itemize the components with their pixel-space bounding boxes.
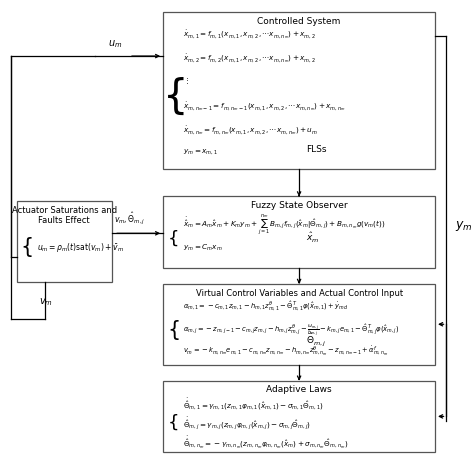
Text: Adaptive Laws: Adaptive Laws	[266, 385, 332, 394]
Text: $\dot{\hat{\Theta}}_{m,1}=\gamma_{m,1}(z_{m,1}\varphi_{m,1}(\hat{x}_{m,1})-\sigm: $\dot{\hat{\Theta}}_{m,1}=\gamma_{m,1}(z…	[183, 397, 324, 412]
Text: $\{$: $\{$	[162, 76, 184, 117]
FancyBboxPatch shape	[163, 381, 435, 452]
Text: $v_m,\hat{\Theta}_{m,j}$: $v_m,\hat{\Theta}_{m,j}$	[114, 211, 146, 227]
Text: $y_m=x_{m,1}$: $y_m=x_{m,1}$	[183, 147, 219, 157]
Text: $\vdots$: $\vdots$	[183, 76, 190, 86]
Text: Actuator Saturations and
Faults Effect: Actuator Saturations and Faults Effect	[12, 206, 117, 225]
Text: $y_m=C_m x_m$: $y_m=C_m x_m$	[183, 243, 223, 253]
Text: $\alpha_{m,1}=-c_{m,1}z_{m,1}-h_{m,1}z_{m,1}^{\theta}-\hat{\Theta}_{m,1}^T\varph: $\alpha_{m,1}=-c_{m,1}z_{m,1}-h_{m,1}z_{…	[183, 300, 349, 313]
Text: $\dot{\hat{\Theta}}_{m,n_m}=-\gamma_{m,n_m}(z_{m,n_m}\varphi_{m,n_m}(\hat{x}_m)+: $\dot{\hat{\Theta}}_{m,n_m}=-\gamma_{m,n…	[183, 434, 349, 450]
Text: $\{$: $\{$	[20, 235, 33, 259]
Text: $\{$: $\{$	[167, 413, 179, 432]
Text: $\dot{\hat{\Theta}}_{m,j}=\gamma_{m,j}(z_{m,j}\varphi_{m,j}(\hat{x}_{m,j})-\sigm: $\dot{\hat{\Theta}}_{m,j}=\gamma_{m,j}(z…	[183, 416, 311, 432]
Text: $v_m$: $v_m$	[39, 297, 53, 308]
Text: FLSs: FLSs	[306, 145, 327, 154]
Text: $\hat{\Theta}_{m,j}$: $\hat{\Theta}_{m,j}$	[306, 331, 326, 347]
Text: $\hat{x}_m$: $\hat{x}_m$	[306, 231, 319, 245]
Text: $v_m=-k_{m,n_m}e_{m,1}-c_{m,n_m}z_{m,n_m}-h_{m,n_m}z_{m,n_m}^{\theta}-z_{m,n_m-1: $v_m=-k_{m,n_m}e_{m,1}-c_{m,n_m}z_{m,n_m…	[183, 345, 389, 358]
Text: $\dot{x}_{m,1}=f_{m,1}(x_{m,1},x_{m,2},\cdots x_{m,n_m})+x_{m,2}$: $\dot{x}_{m,1}=f_{m,1}(x_{m,1},x_{m,2},\…	[183, 28, 317, 41]
Text: $\{$: $\{$	[167, 228, 179, 248]
Text: $\dot{x}_{m,2}=f_{m,2}(x_{m,1},x_{m,2},\cdots x_{m,n_m})+x_{m,2}$: $\dot{x}_{m,2}=f_{m,2}(x_{m,1},x_{m,2},\…	[183, 52, 317, 65]
Text: $u_m$: $u_m$	[108, 38, 123, 50]
Text: $y_m$: $y_m$	[455, 219, 472, 233]
FancyBboxPatch shape	[163, 12, 435, 169]
Text: $\alpha_{m,j}=-z_{m,j-1}-c_{m,j}z_{m,j}-h_{m,j}z_{m,j}^{\theta}-\frac{\omega_{m,: $\alpha_{m,j}=-z_{m,j-1}-c_{m,j}z_{m,j}-…	[183, 322, 400, 339]
Text: $\{$: $\{$	[167, 318, 179, 342]
Text: $\dot{x}_{m,n_m}=f_{m,n_m}(x_{m,1},x_{m,2},\cdots x_{m,n_m})+u_m$: $\dot{x}_{m,n_m}=f_{m,n_m}(x_{m,1},x_{m,…	[183, 124, 319, 137]
FancyBboxPatch shape	[17, 201, 112, 282]
Text: Virtual Control Variables and Actual Control Input: Virtual Control Variables and Actual Con…	[196, 289, 402, 298]
FancyBboxPatch shape	[163, 284, 435, 365]
FancyBboxPatch shape	[163, 196, 435, 268]
Text: $\dot{x}_{m,n_m-1}=f_{m,n_m-1}(x_{m,1},x_{m,2},\cdots x_{m,n_m})+x_{m,n_m}$: $\dot{x}_{m,n_m-1}=f_{m,n_m-1}(x_{m,1},x…	[183, 100, 346, 113]
Text: Fuzzy State Observer: Fuzzy State Observer	[251, 201, 347, 210]
Text: Controlled System: Controlled System	[257, 17, 341, 26]
Text: $u_m=\rho_m(t)\mathrm{sat}(v_m)+\bar{v}_m$: $u_m=\rho_m(t)\mathrm{sat}(v_m)+\bar{v}_…	[37, 241, 124, 254]
Text: $\dot{\hat{x}}_m=A_m\hat{x}_m+K_my_m+\sum_{j=1}^{n_m}B_{m,j}f_{m,j}(\hat{x}_m|\h: $\dot{\hat{x}}_m=A_m\hat{x}_m+K_my_m+\su…	[183, 213, 386, 237]
